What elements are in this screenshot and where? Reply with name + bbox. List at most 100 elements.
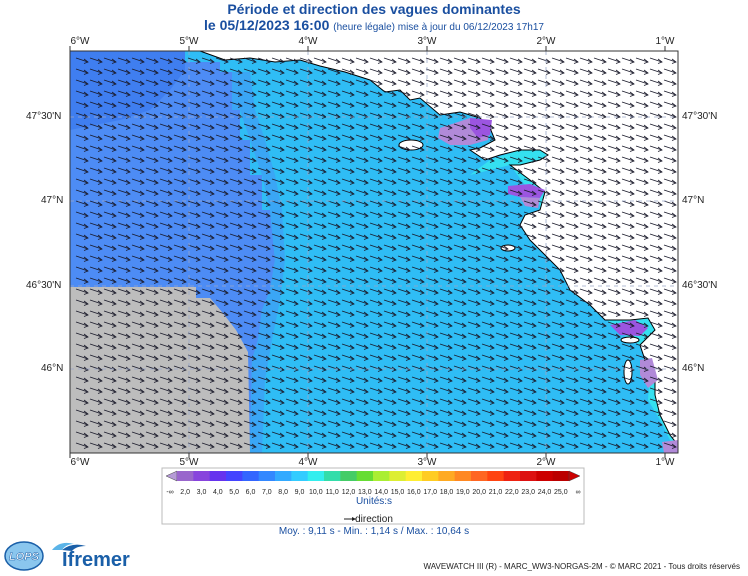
direction-arrow (173, 134, 187, 141)
direction-arrow (635, 332, 649, 339)
direction-arrow (439, 299, 453, 306)
direction-arrow (397, 178, 411, 185)
direction-arrow (215, 90, 229, 97)
direction-arrow (369, 420, 383, 427)
direction-arrow (271, 123, 285, 130)
direction-arrow (285, 244, 299, 251)
direction-arrow (383, 156, 397, 163)
direction-arrow (467, 354, 481, 361)
direction-arrow (523, 57, 537, 64)
direction-arrow (439, 321, 453, 328)
direction-arrow (215, 255, 229, 262)
direction-arrow (425, 68, 439, 75)
direction-arrow (257, 79, 271, 86)
direction-arrow (663, 123, 677, 130)
direction-arrow (481, 68, 495, 75)
direction-arrow (551, 57, 565, 64)
direction-arrow (327, 409, 341, 416)
direction-arrow (439, 101, 453, 108)
direction-arrow (453, 343, 467, 350)
direction-arrow (537, 57, 551, 64)
direction-arrow (621, 442, 635, 449)
colorbar-swatch (471, 471, 488, 481)
direction-arrow (495, 222, 509, 229)
direction-arrow (159, 354, 173, 361)
direction-arrow (257, 156, 271, 163)
direction-arrow (89, 68, 103, 75)
direction-arrow (201, 387, 215, 394)
direction-arrow (355, 178, 369, 185)
direction-arrow (411, 244, 425, 251)
colorbar-tick-label: 3,0 (197, 489, 207, 496)
direction-arrow (579, 222, 593, 229)
direction-arrow (411, 189, 425, 196)
direction-arrow (411, 167, 425, 174)
direction-arrow (439, 189, 453, 196)
direction-arrow (481, 90, 495, 97)
direction-arrow (593, 189, 607, 196)
direction-arrow (523, 145, 537, 152)
direction-arrow (649, 145, 663, 152)
direction-arrow (397, 288, 411, 295)
direction-arrow (173, 398, 187, 405)
direction-arrow (243, 420, 257, 427)
direction-arrow (481, 255, 495, 262)
direction-arrow (663, 310, 677, 317)
direction-arrow (551, 222, 565, 229)
direction-arrow (579, 288, 593, 295)
land-mass (199, 51, 678, 446)
direction-arrow (551, 200, 565, 207)
direction-arrow (215, 233, 229, 240)
direction-arrow (509, 420, 523, 427)
direction-arrow (453, 233, 467, 240)
direction-arrow (663, 376, 677, 383)
direction-arrow (187, 123, 201, 130)
direction-arrow (439, 354, 453, 361)
direction-arrow (495, 178, 509, 185)
direction-arrow (537, 211, 551, 218)
direction-arrow (593, 321, 607, 328)
direction-arrow (467, 178, 481, 185)
direction-arrow (467, 376, 481, 383)
direction-arrow (579, 398, 593, 405)
direction-arrow (509, 156, 523, 163)
direction-arrow (173, 90, 187, 97)
direction-arrow (187, 431, 201, 438)
direction-arrow (341, 68, 355, 75)
direction-arrow (285, 288, 299, 295)
colorbar-tick-label: 11,0 (326, 489, 339, 496)
direction-arrow (299, 200, 313, 207)
direction-arrow (593, 178, 607, 185)
direction-arrow (145, 321, 159, 328)
direction-arrow (411, 178, 425, 185)
direction-arrow (341, 79, 355, 86)
direction-arrow (313, 420, 327, 427)
direction-arrow (285, 233, 299, 240)
direction-arrow (621, 321, 635, 328)
direction-arrow (229, 442, 243, 449)
direction-arrow (635, 288, 649, 295)
direction-arrow (523, 332, 537, 339)
direction-arrow (621, 134, 635, 141)
direction-arrow (649, 123, 663, 130)
direction-arrow (355, 90, 369, 97)
direction-arrow (397, 409, 411, 416)
direction-arrow (579, 178, 593, 185)
direction-arrow (579, 145, 593, 152)
direction-arrow (593, 332, 607, 339)
direction-arrow (579, 310, 593, 317)
direction-arrow (635, 101, 649, 108)
direction-arrow (313, 288, 327, 295)
lat-label-right-46: 46°N (682, 363, 705, 374)
direction-arrow (551, 90, 565, 97)
direction-arrow (117, 398, 131, 405)
direction-arrow (509, 310, 523, 317)
direction-arrow (131, 398, 145, 405)
direction-arrow (397, 79, 411, 86)
direction-arrow (327, 266, 341, 273)
direction-arrow (271, 343, 285, 350)
direction-arrow (593, 387, 607, 394)
direction-arrow (551, 68, 565, 75)
direction-arrow (145, 398, 159, 405)
direction-arrow (551, 112, 565, 119)
